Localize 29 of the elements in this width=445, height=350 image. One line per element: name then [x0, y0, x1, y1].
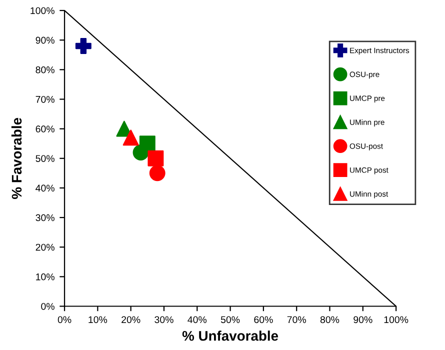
x-tick-label: 10% [88, 316, 108, 324]
point [75, 38, 92, 54]
point [122, 130, 139, 146]
x-tick-label: 100% [384, 316, 408, 324]
y-tick-label: 0% [41, 302, 54, 310]
point [149, 165, 166, 182]
x-tick-label: 80% [320, 316, 340, 324]
y-tick-label: 10% [36, 273, 54, 280]
x-tick-label: 0% [58, 316, 72, 324]
y-tick-label: 20% [36, 244, 54, 251]
y-tick-label: 100% [30, 7, 54, 14]
y-tick-label: 60% [36, 126, 54, 132]
y-tick-label: 40% [36, 184, 54, 192]
x-tick-label: 40% [188, 316, 207, 324]
point [139, 136, 156, 152]
x-tick-label: 20% [122, 316, 140, 324]
y-tick-label: 90% [36, 36, 54, 44]
x-tick-label: 90% [354, 316, 372, 324]
y-tick-label: 30% [36, 214, 54, 222]
y-tick-label: 80% [36, 66, 54, 74]
x-tick-label: 70% [287, 316, 306, 324]
x-tick-label: 30% [154, 316, 174, 324]
y-tick-label: 70% [36, 96, 54, 103]
x-axis-title: % Unfavorable [182, 330, 278, 341]
point [148, 150, 164, 166]
x-tick-label: 50% [220, 316, 240, 324]
x-tick-label: 60% [254, 316, 273, 324]
y-tick-label: 50% [36, 155, 54, 162]
y-axis-title: % Favorable [11, 118, 22, 199]
